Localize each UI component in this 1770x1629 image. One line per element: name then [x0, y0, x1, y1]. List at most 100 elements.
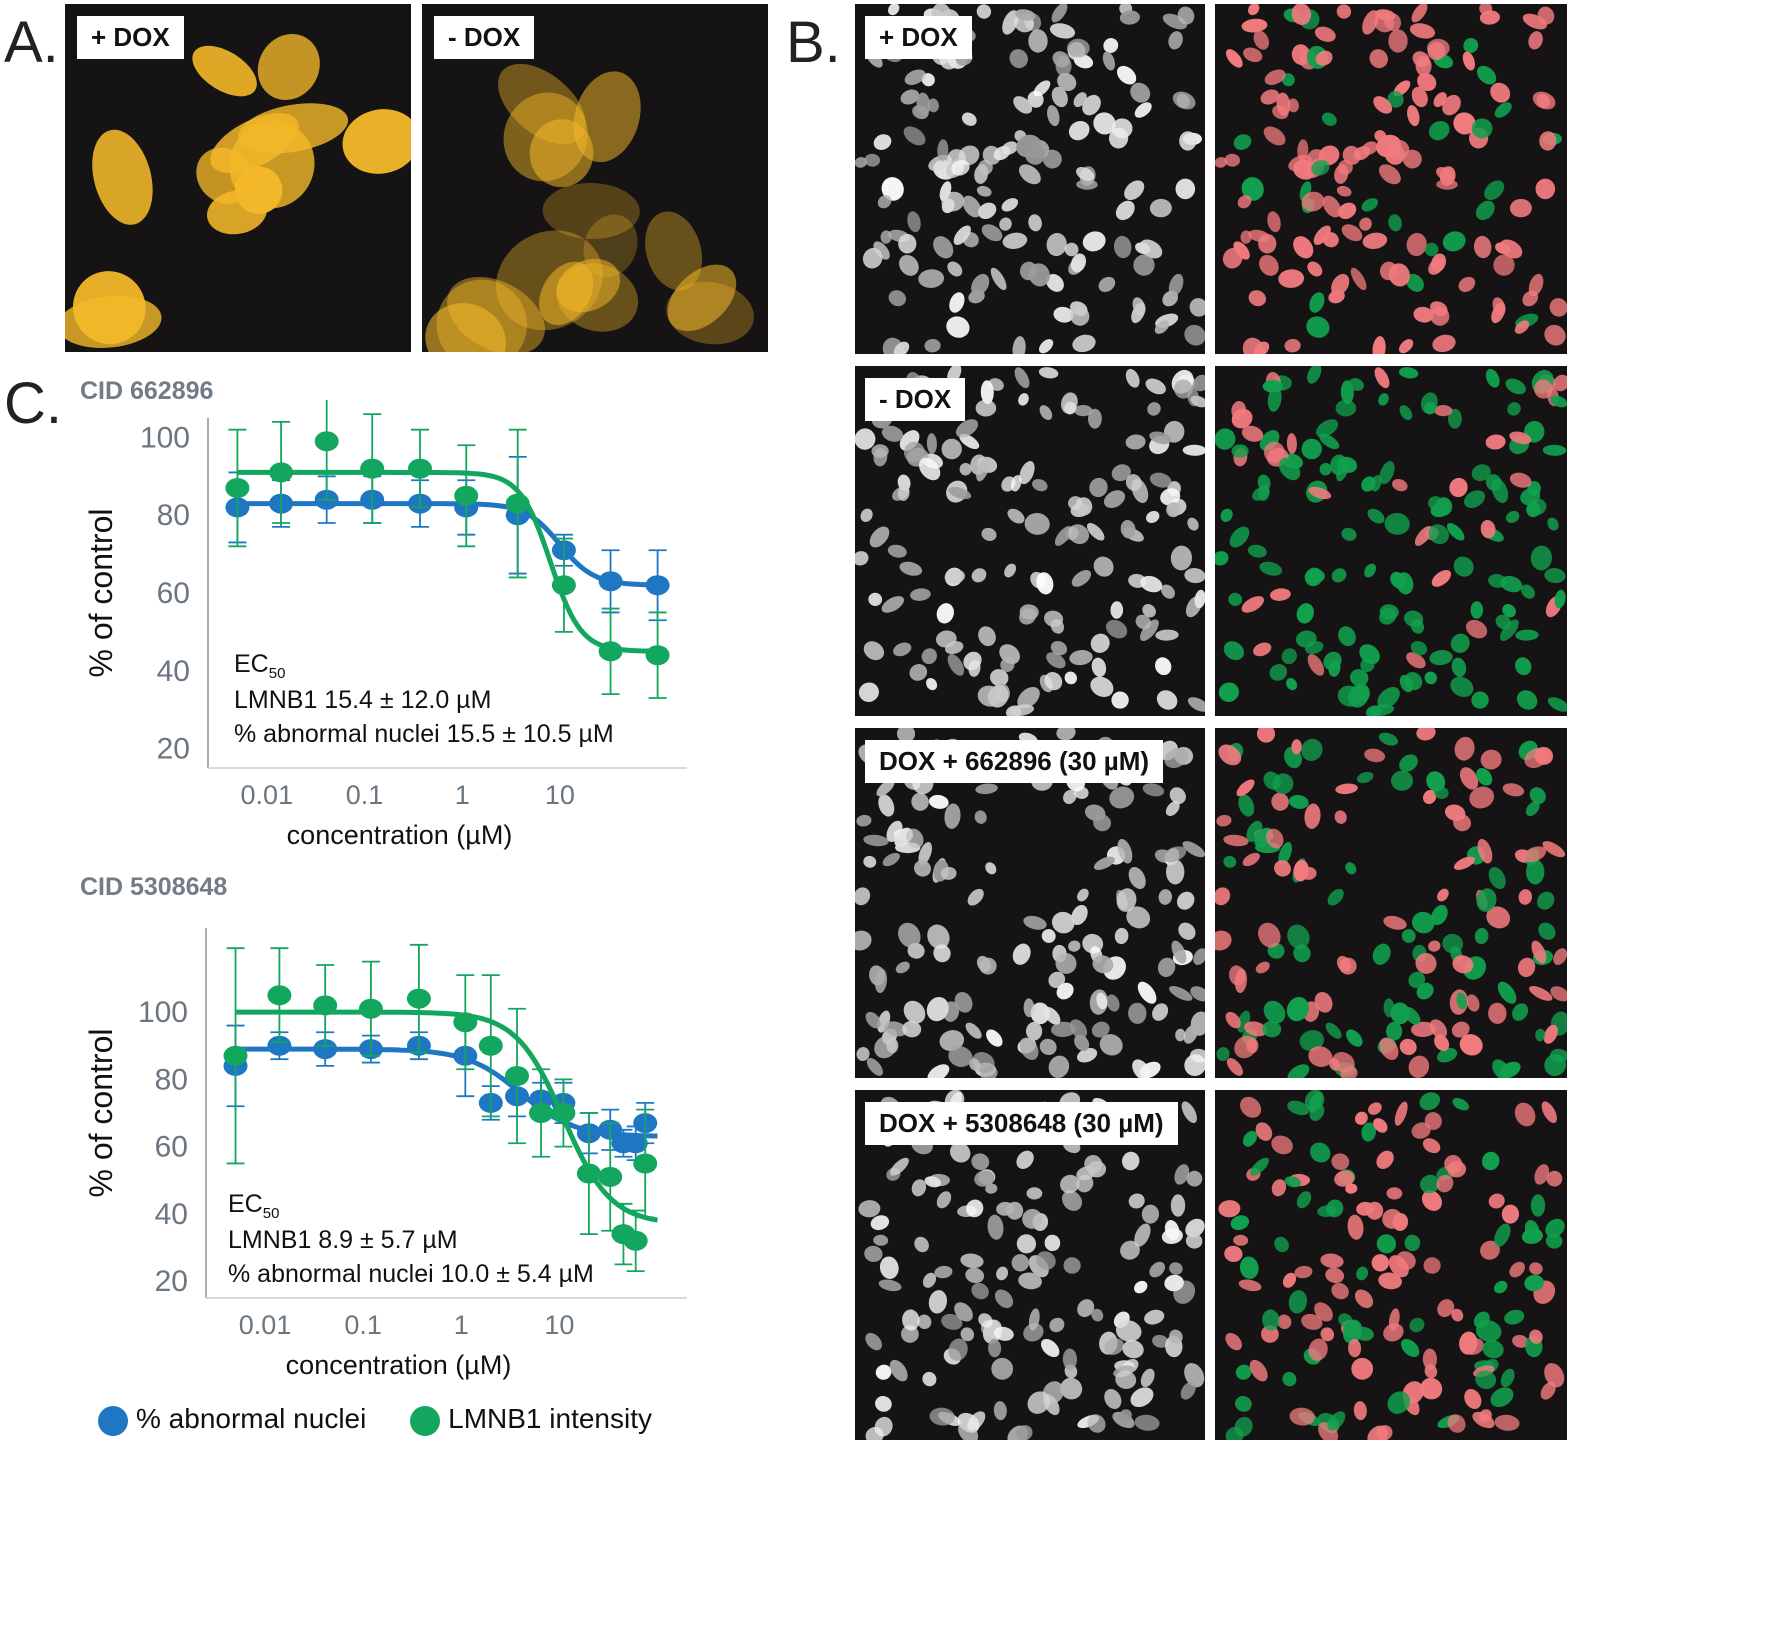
- nucleus-shape: [1161, 584, 1175, 599]
- nucleus-shape: [1384, 143, 1405, 165]
- nucleus-shape: [1356, 771, 1374, 784]
- nucleus-shape: [1383, 915, 1407, 930]
- nucleus-shape: [969, 1058, 981, 1071]
- nucleus-shape: [1068, 524, 1090, 545]
- nucleus-shape: [1162, 846, 1187, 863]
- nucleus-shape: [1463, 38, 1479, 53]
- nucleus-shape: [1345, 862, 1357, 875]
- nucleus-shape: [1542, 841, 1566, 858]
- legend-swatch-abnormal-nuclei: [98, 1405, 128, 1436]
- nucleus-shape: [1301, 438, 1322, 460]
- nucleus-shape: [1111, 118, 1133, 139]
- nucleus-shape: [1371, 1254, 1389, 1272]
- nucleus-shape: [1246, 1038, 1259, 1054]
- nucleus-shape: [863, 834, 889, 847]
- nucleus-shape: [1050, 640, 1068, 656]
- nucleus-shape: [1291, 739, 1302, 755]
- nucleus-shape: [1141, 1204, 1160, 1224]
- nucleus-shape: [1379, 608, 1397, 625]
- nucleus-shape: [1319, 462, 1332, 476]
- nucleus-shape: [1385, 1021, 1403, 1041]
- nucleus-shape: [1049, 1317, 1065, 1333]
- nucleus-shape: [1288, 154, 1312, 172]
- nucleus-shape: [1524, 747, 1549, 769]
- nucleus-shape: [1475, 1320, 1502, 1342]
- nucleus-shape: [1497, 981, 1517, 1004]
- nucleus-shape: [1524, 1220, 1540, 1241]
- nucleus-shape: [1082, 94, 1101, 116]
- nucleus-shape: [1263, 126, 1286, 146]
- nucleus-shape: [882, 852, 900, 867]
- nucleus-shape: [1387, 90, 1404, 108]
- nucleus-shape: [1014, 367, 1030, 389]
- nucleus-shape: [1130, 82, 1151, 103]
- nucleus-shape: [666, 281, 754, 345]
- nucleus-shape: [1023, 915, 1047, 930]
- nucleus-shape: [1492, 297, 1506, 316]
- nucleus-shape: [1444, 804, 1466, 822]
- nucleus-shape: [542, 183, 640, 240]
- nucleus-shape: [1327, 888, 1344, 906]
- nucleus-shape: [1223, 641, 1245, 661]
- nucleus-shape: [1228, 592, 1243, 607]
- panel-b-overlay-image-3: [1215, 728, 1567, 1078]
- chart-1-ec50-lmnb1: LMNB1 15.4 ± 12.0 µM: [234, 686, 492, 715]
- nucleus-shape: [1299, 1030, 1325, 1052]
- data-point-series-2: [576, 1163, 601, 1184]
- nucleus-shape: [1428, 524, 1450, 545]
- nucleus-shape: [1437, 1047, 1458, 1063]
- nucleus-shape: [927, 98, 939, 113]
- y-tick-label: 100: [140, 421, 190, 454]
- nucleus-shape: [1436, 166, 1455, 181]
- nucleus-shape: [1398, 339, 1414, 354]
- nucleus-shape: [1170, 545, 1193, 571]
- nucleus-shape: [1135, 242, 1151, 255]
- nucleus-shape: [1416, 728, 1436, 741]
- nucleus-shape: [981, 224, 1003, 242]
- nucleus-shape: [1250, 1157, 1269, 1176]
- nucleus-shape: [1012, 336, 1026, 354]
- nucleus-shape: [1284, 338, 1301, 353]
- nucleus-shape: [1411, 1021, 1436, 1038]
- nucleus-shape: [910, 588, 931, 601]
- nucleus-shape: [875, 1396, 892, 1412]
- nucleus-shape: [1319, 433, 1340, 450]
- nucleus-shape: [1451, 1308, 1464, 1322]
- nucleus-shape: [878, 1279, 902, 1292]
- nucleus-shape: [1175, 178, 1196, 200]
- nucleus-shape: [876, 779, 895, 797]
- nucleus-shape: [1512, 1003, 1529, 1021]
- y-tick-label: 80: [155, 1063, 188, 1096]
- nucleus-shape: [1361, 198, 1379, 212]
- nucleus-shape: [1215, 428, 1236, 450]
- nucleus-shape: [1310, 1142, 1331, 1163]
- nucleus-shape: [1506, 510, 1520, 524]
- nucleus-shape: [1072, 334, 1096, 353]
- y-tick-label: 100: [138, 996, 188, 1029]
- nucleus-shape: [1122, 1340, 1144, 1359]
- nucleus-shape: [1366, 1201, 1384, 1220]
- nucleus-shape: [1338, 1313, 1353, 1328]
- nucleus-shape: [1282, 1272, 1297, 1288]
- nucleus-shape: [1018, 164, 1041, 185]
- nucleus-shape: [192, 45, 257, 97]
- nucleus-shape: [1089, 477, 1108, 498]
- data-point-series-2: [267, 985, 292, 1006]
- nucleus-shape: [1024, 143, 1045, 165]
- nucleus-shape: [1325, 1022, 1342, 1039]
- nucleus-shape: [1338, 202, 1357, 220]
- data-point-series-2: [478, 1035, 503, 1056]
- nucleus-shape: [1464, 1338, 1484, 1355]
- nucleus-shape: [1456, 992, 1468, 1010]
- data-point-series-2: [358, 998, 383, 1019]
- nucleus-shape: [1160, 488, 1181, 506]
- nucleus-shape: [1413, 306, 1434, 323]
- nucleus-shape: [1514, 320, 1530, 334]
- nucleus-shape: [893, 341, 910, 354]
- nucleus-shape: [1043, 610, 1064, 628]
- nucleus-shape: [856, 1047, 870, 1061]
- nucleus-shape: [1134, 102, 1152, 118]
- panel-a-letter: A.: [4, 10, 59, 75]
- panel-c-letter: C.: [4, 371, 62, 436]
- nucleus-shape: [897, 484, 910, 501]
